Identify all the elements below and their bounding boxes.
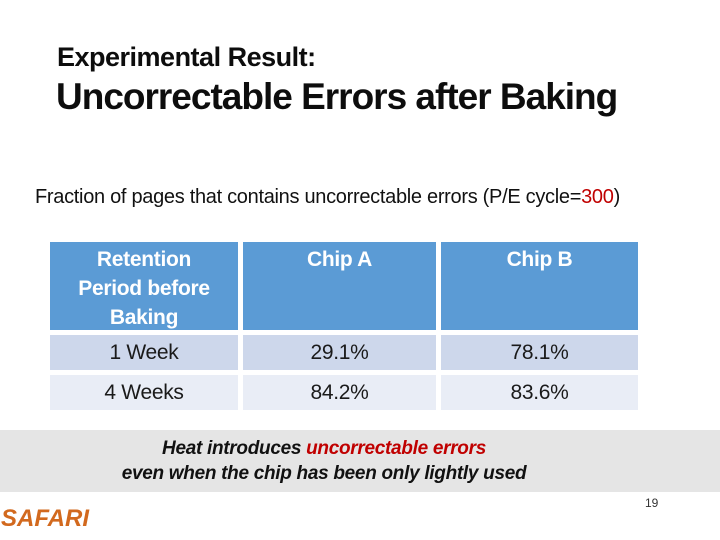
conclusion-line2: even when the chip has been only lightly…: [121, 463, 527, 484]
table-header-chip-b: Chip B: [441, 242, 638, 330]
conclusion-line1-highlight: uncorrectable errors: [306, 438, 486, 459]
caption-suffix: ): [613, 186, 621, 208]
table-header-retention-period: Retention Period before Baking: [50, 242, 238, 330]
table-cell-retention-1week: 1 Week: [50, 335, 238, 370]
results-table: Retention Period before Baking Chip A Ch…: [50, 242, 638, 410]
conclusion-line1: Heat introduces uncorrectable errors: [0, 436, 648, 461]
conclusion-line1-prefix: Heat introduces: [162, 438, 307, 459]
table-cell-chip-a-4weeks: 84.2%: [243, 375, 436, 410]
caption-text: Fraction of pages that contains uncorrec…: [35, 186, 582, 208]
table-cell-chip-a-1week: 29.1%: [243, 335, 436, 370]
table-cell-retention-4weeks: 4 Weeks: [50, 375, 238, 410]
safari-logo: SAFARI: [1, 505, 90, 532]
caption-highlight-pe-cycle: 300: [581, 186, 614, 208]
slide-title-kicker: Experimental Result:: [57, 42, 316, 72]
table-caption: Fraction of pages that contains uncorrec…: [35, 184, 620, 210]
table-header-chip-a: Chip A: [243, 242, 436, 330]
slide-page-number: 19: [645, 496, 659, 510]
table-cell-chip-b-4weeks: 83.6%: [441, 375, 638, 410]
table-cell-chip-b-1week: 78.1%: [441, 335, 638, 370]
conclusion-text: Heat introduces uncorrectable errors eve…: [0, 436, 648, 486]
slide-title-main: Uncorrectable Errors after Baking: [56, 76, 618, 117]
conclusion-banner: Heat introduces uncorrectable errors eve…: [0, 430, 720, 492]
